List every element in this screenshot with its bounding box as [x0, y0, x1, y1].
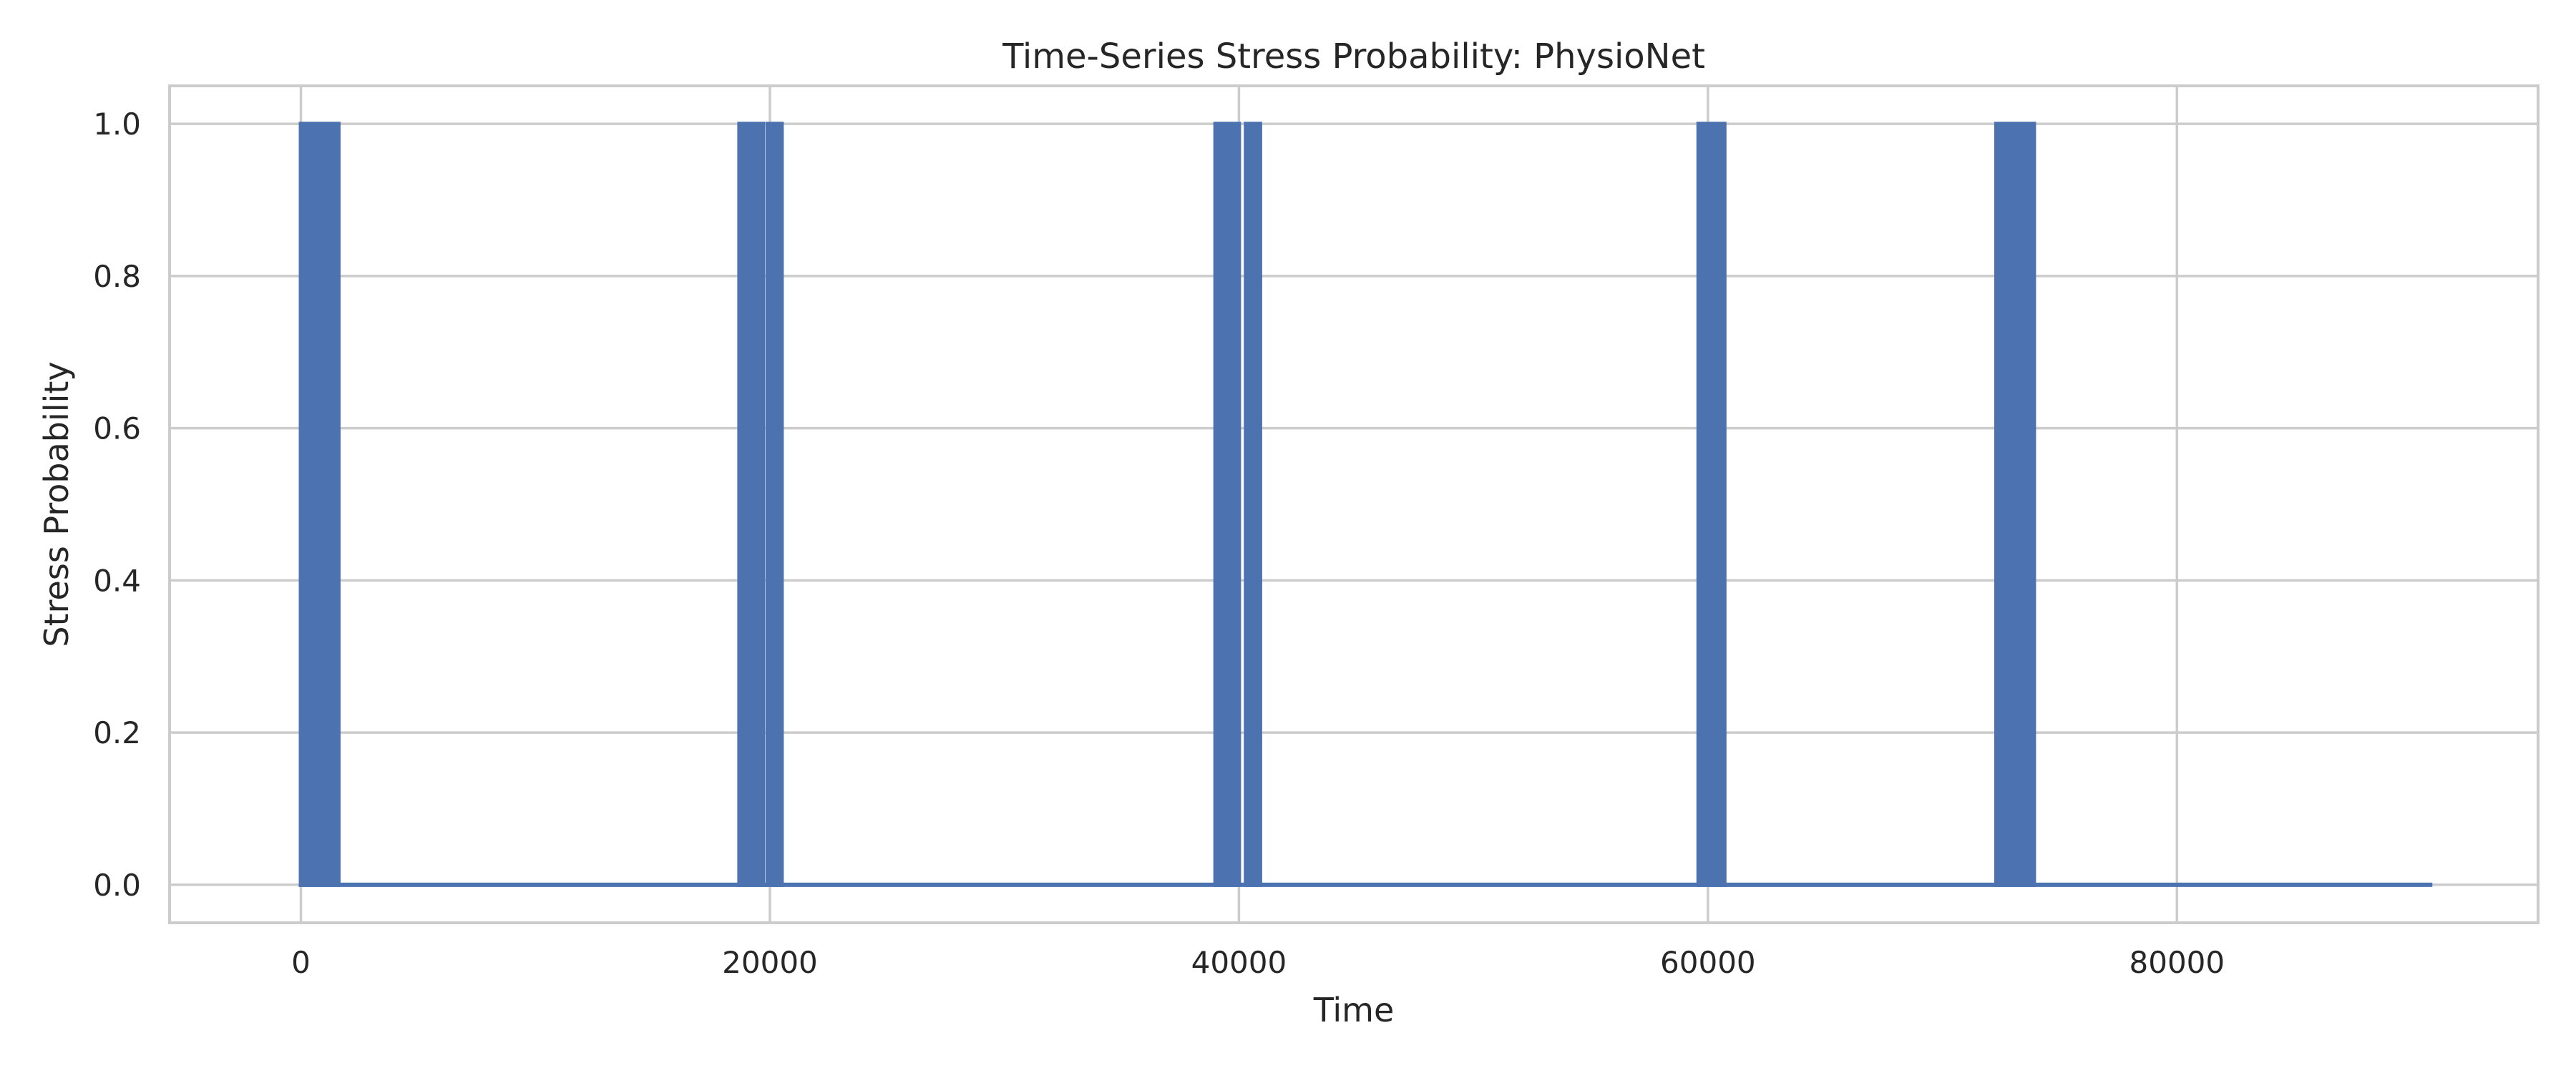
x-tick-label: 80000	[2129, 945, 2225, 980]
x-tick-label: 40000	[1191, 945, 1287, 980]
stress-burst	[326, 122, 341, 887]
y-tick-label: 0.4	[93, 563, 141, 598]
stress-burst	[1244, 122, 1262, 887]
tick-labels: 0.0 0.2 0.4 0.6 0.8 1.0 0 20000 40000 60000 80000	[93, 107, 2225, 980]
series-layer	[298, 122, 2433, 887]
stress-burst	[737, 122, 766, 887]
x-axis-title: Time	[1313, 991, 1395, 1029]
stress-burst	[1994, 122, 2036, 887]
y-tick-label: 0.6	[93, 411, 141, 446]
y-axis-title: Stress Probability	[37, 361, 76, 647]
grid-lines	[170, 86, 2538, 923]
stress-burst	[1213, 122, 1241, 887]
plot-frame	[168, 84, 2540, 924]
stress-burst	[1696, 122, 1727, 887]
chart-title: Time-Series Stress Probability: PhysioNe…	[1002, 36, 1705, 77]
y-tick-label: 0.8	[93, 259, 141, 294]
x-tick-label: 0	[291, 945, 311, 980]
y-tick-label: 0.0	[93, 868, 141, 903]
x-tick-label: 60000	[1660, 945, 1756, 980]
y-tick-label: 1.0	[93, 107, 141, 142]
x-tick-label: 20000	[722, 945, 818, 980]
stress-burst	[298, 122, 327, 887]
stress-burst	[765, 122, 784, 887]
y-tick-label: 0.2	[93, 715, 141, 750]
